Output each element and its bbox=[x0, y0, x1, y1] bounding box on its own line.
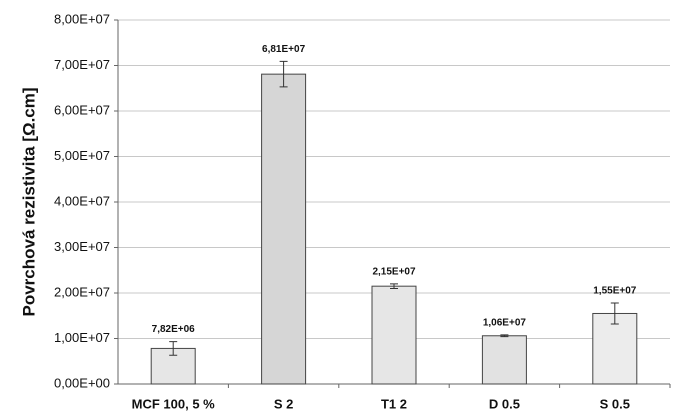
error-bar bbox=[500, 334, 509, 338]
y-tick-label: 4,00E+07 bbox=[54, 193, 110, 208]
bar bbox=[371, 285, 417, 385]
x-tick-label: D 0.5 bbox=[489, 396, 520, 411]
value-label: 6,81E+07 bbox=[262, 44, 306, 55]
y-tick-label: 2,00E+07 bbox=[54, 284, 110, 299]
y-tick-label: 6,00E+07 bbox=[54, 102, 110, 117]
error-bar bbox=[169, 341, 178, 356]
bar bbox=[261, 73, 307, 385]
y-tick-label: 1,00E+07 bbox=[54, 330, 110, 345]
value-label: 7,82E+06 bbox=[152, 324, 196, 335]
x-tick-label: MCF 100, 5 % bbox=[132, 396, 216, 411]
y-tick-label: 0,00E+00 bbox=[54, 375, 110, 390]
value-label: 1,06E+07 bbox=[483, 318, 527, 329]
y-tick-label: 7,00E+07 bbox=[54, 57, 110, 72]
y-tick-label: 5,00E+07 bbox=[54, 148, 110, 163]
y-tick-label: 8,00E+07 bbox=[54, 11, 110, 26]
y-tick-label: 3,00E+07 bbox=[54, 239, 110, 254]
x-tick-label: S 2 bbox=[274, 396, 294, 411]
bar bbox=[481, 335, 527, 385]
x-tick-label: T1 2 bbox=[381, 396, 407, 411]
value-label: 1,55E+07 bbox=[593, 286, 637, 297]
y-axis-label: Povrchová rezistivita [Ω.cm] bbox=[19, 87, 38, 316]
error-bar bbox=[390, 283, 398, 289]
value-label: 2,15E+07 bbox=[372, 267, 416, 278]
error-bar bbox=[279, 60, 288, 88]
error-bar bbox=[610, 302, 619, 325]
x-tick-label: S 0.5 bbox=[600, 396, 630, 411]
